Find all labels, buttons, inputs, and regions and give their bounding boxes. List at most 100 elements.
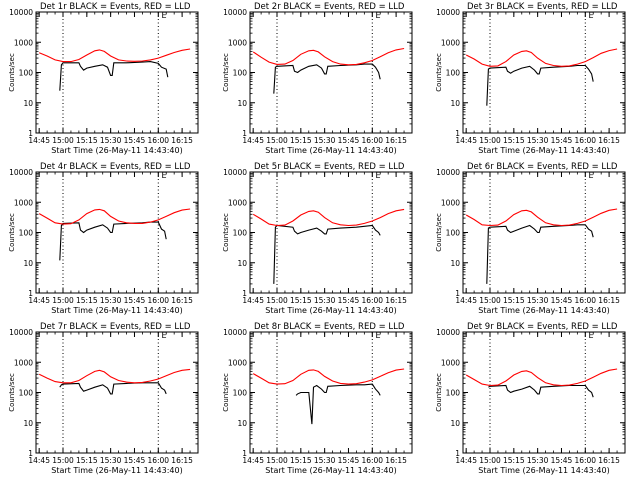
y-tick-label: 1000 — [14, 38, 33, 47]
y-tick-label: 1 — [455, 129, 460, 138]
y-axis-label: Counts/sec — [435, 53, 443, 92]
x-tick-label: 15:15 — [503, 456, 525, 465]
panel-corner-label: E — [588, 11, 593, 20]
x-tick-label: 15:15 — [503, 136, 525, 145]
lld-series-line — [252, 368, 405, 385]
events-series-line — [59, 221, 167, 261]
panel-corner-label: E — [161, 171, 166, 180]
x-tick-label: 16:15 — [598, 296, 620, 305]
x-tick-label: 16:15 — [598, 136, 620, 145]
x-tick-label: 15:15 — [290, 456, 312, 465]
plot-frame — [462, 11, 626, 134]
y-tick-label: 10000 — [436, 8, 460, 17]
lld-series-line — [252, 208, 405, 227]
y-tick-label: 1 — [455, 289, 460, 298]
x-tick-label: 15:45 — [124, 296, 146, 305]
plot-frame — [35, 11, 199, 134]
x-tick-label: 16:15 — [385, 136, 407, 145]
x-axis-label: Start Time (26-May-11 14:43:40) — [51, 146, 182, 155]
x-tick-label: 16:00 — [147, 456, 169, 465]
x-axis-label: Start Time (26-May-11 14:43:40) — [51, 306, 182, 315]
x-tick-label: 14:45 — [455, 296, 477, 305]
y-tick-label: 10 — [237, 259, 247, 268]
x-tick-label: 16:15 — [598, 456, 620, 465]
y-tick-label: 10 — [450, 419, 460, 428]
events-series-line — [59, 61, 169, 91]
y-tick-label: 100 — [19, 69, 34, 78]
y-tick-label: 10 — [23, 419, 33, 428]
x-tick-label: 14:45 — [455, 136, 477, 145]
y-tick-label: 1000 — [228, 38, 247, 47]
lld-series-line — [465, 368, 618, 387]
x-axis-label: Start Time (26-May-11 14:43:40) — [265, 306, 396, 315]
x-axis-label: Start Time (26-May-11 14:43:40) — [478, 306, 609, 315]
x-tick-label: 14:45 — [455, 456, 477, 465]
x-tick-label: 15:00 — [266, 136, 288, 145]
panel-title: Det 8r BLACK = Events, RED = LLD — [254, 322, 405, 332]
x-tick-label: 15:45 — [338, 296, 360, 305]
panel-corner-label: E — [375, 171, 380, 180]
x-tick-label: 15:00 — [479, 456, 501, 465]
x-tick-label: 16:15 — [385, 296, 407, 305]
x-tick-label: 15:15 — [290, 136, 312, 145]
x-tick-label: 14:45 — [28, 296, 50, 305]
y-tick-label: 1000 — [228, 358, 247, 367]
x-tick-label: 16:15 — [171, 296, 193, 305]
y-tick-label: 10 — [237, 99, 247, 108]
x-tick-label: 15:30 — [100, 456, 122, 465]
y-tick-label: 100 — [19, 229, 34, 238]
y-tick-label: 1 — [242, 449, 247, 458]
x-tick-label: 16:00 — [147, 296, 169, 305]
y-tick-label: 10 — [450, 99, 460, 108]
y-tick-label: 10000 — [223, 168, 247, 177]
panel-title: Det 7r BLACK = Events, RED = LLD — [40, 322, 191, 332]
y-tick-label: 1000 — [14, 358, 33, 367]
events-series-line — [488, 384, 594, 398]
y-tick-label: 1 — [242, 289, 247, 298]
y-axis-label: Counts/sec — [435, 213, 443, 252]
lld-series-line — [38, 208, 191, 225]
y-tick-label: 100 — [446, 69, 461, 78]
y-axis-label: Counts/sec — [8, 213, 16, 252]
x-tick-label: 15:30 — [100, 136, 122, 145]
y-tick-label: 1000 — [228, 198, 247, 207]
x-tick-label: 16:00 — [147, 136, 169, 145]
x-tick-label: 15:45 — [124, 136, 146, 145]
x-tick-label: 14:45 — [242, 296, 264, 305]
y-axis-label: Counts/sec — [222, 53, 230, 92]
x-tick-label: 15:30 — [100, 296, 122, 305]
x-tick-label: 15:15 — [76, 456, 98, 465]
lld-series-line — [465, 208, 618, 227]
events-series-line — [486, 64, 594, 106]
y-tick-label: 10000 — [436, 328, 460, 337]
x-tick-label: 15:45 — [551, 296, 573, 305]
x-tick-label: 16:00 — [361, 456, 383, 465]
panel-title: Det 6r BLACK = Events, RED = LLD — [467, 162, 618, 172]
x-tick-label: 15:15 — [76, 296, 98, 305]
x-axis-label: Start Time (26-May-11 14:43:40) — [265, 146, 396, 155]
x-tick-label: 15:00 — [52, 296, 74, 305]
panel-title: Det 9r BLACK = Events, RED = LLD — [467, 322, 618, 332]
x-tick-label: 15:00 — [266, 296, 288, 305]
x-tick-label: 15:00 — [479, 296, 501, 305]
x-tick-label: 15:00 — [52, 136, 74, 145]
x-tick-label: 15:45 — [338, 136, 360, 145]
x-tick-label: 14:45 — [28, 456, 50, 465]
x-tick-label: 15:45 — [338, 456, 360, 465]
y-tick-label: 10 — [23, 259, 33, 268]
lld-series-line — [465, 48, 618, 67]
panel-title: Det 2r BLACK = Events, RED = LLD — [254, 2, 405, 12]
events-series-line — [273, 63, 381, 94]
plot-frame — [35, 171, 199, 294]
y-tick-label: 100 — [446, 229, 461, 238]
x-tick-label: 15:30 — [527, 456, 549, 465]
panel-corner-label: E — [375, 331, 380, 340]
y-tick-label: 100 — [233, 229, 248, 238]
panel-title: Det 5r BLACK = Events, RED = LLD — [254, 162, 405, 172]
y-tick-label: 10000 — [9, 168, 33, 177]
